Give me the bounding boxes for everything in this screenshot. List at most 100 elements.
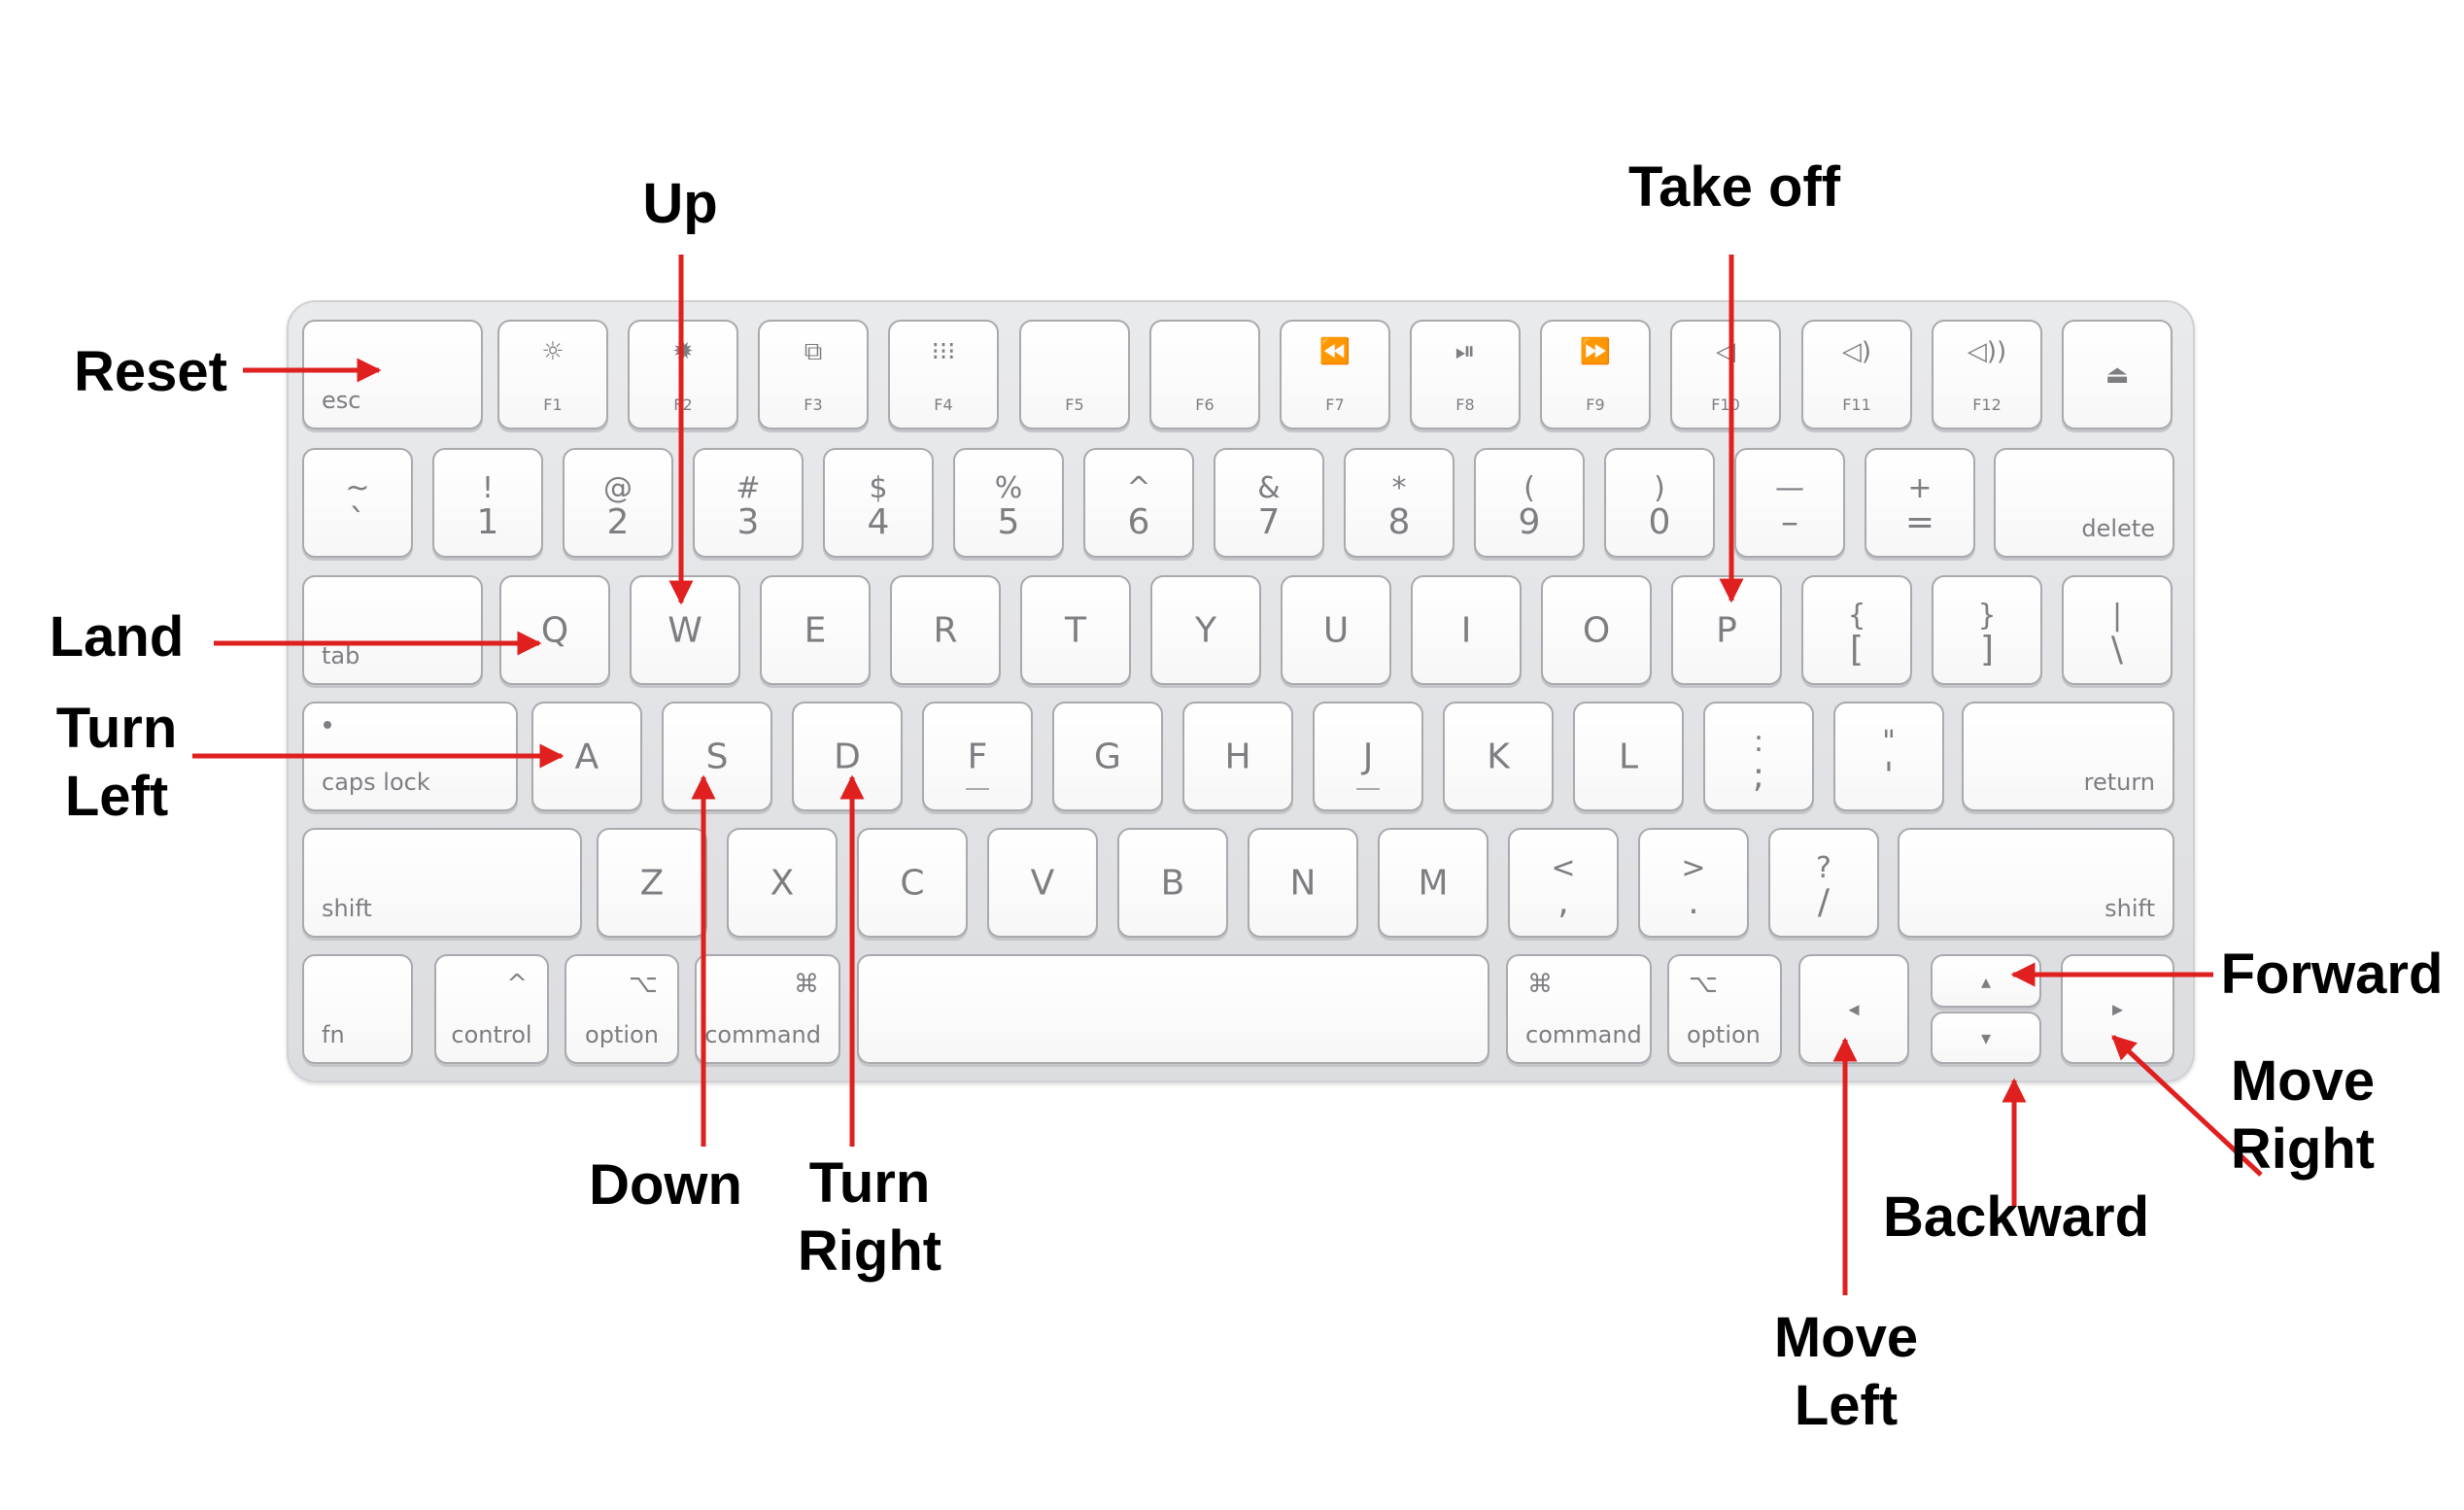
key-a-11[interactable]: " ' (1833, 702, 1944, 811)
key-j[interactable]: J (1313, 702, 1423, 811)
key-shift[interactable]: shift (1898, 828, 2174, 938)
key-q[interactable]: Q (499, 575, 610, 685)
key-q-12[interactable]: }] (1932, 575, 2042, 685)
key-y[interactable]: Y (1150, 575, 1261, 685)
key-command[interactable]: ⌘ command (695, 954, 840, 1064)
key-f12[interactable]: ◁)) F12 (1932, 320, 2042, 429)
key-h[interactable]: H (1182, 702, 1293, 811)
key-b[interactable]: B (1117, 828, 1228, 938)
key-w[interactable]: W (630, 575, 740, 685)
key-num-2[interactable]: @2 (563, 448, 673, 558)
key-option-right[interactable]: ⌥ option (1667, 954, 1782, 1064)
key-control[interactable]: ^ control (434, 954, 549, 1064)
key-z-10[interactable]: ? / (1768, 828, 1879, 938)
key-label: control (451, 1021, 532, 1048)
key-char: O (1582, 610, 1611, 650)
key-label: shift (322, 895, 372, 922)
key-a[interactable]: A (531, 702, 642, 811)
key-top-symbol: | (2111, 599, 2123, 633)
key-t[interactable]: T (1020, 575, 1131, 685)
key-shift[interactable]: shift (302, 828, 582, 938)
key-c[interactable]: C (857, 828, 968, 938)
key-num-11[interactable]: — – (1734, 448, 1845, 558)
key-option[interactable]: ⌥ option (565, 954, 679, 1064)
key-x[interactable]: X (727, 828, 838, 938)
key-o[interactable]: O (1541, 575, 1652, 685)
key-f10[interactable]: ◁ F10 (1670, 320, 1781, 429)
key-esc[interactable]: esc (302, 320, 483, 429)
key-arrow-right[interactable]: ▸ (2061, 954, 2174, 1064)
key-char: F (967, 737, 988, 776)
key-label: command (1525, 1021, 1642, 1048)
key-e[interactable]: E (760, 575, 871, 685)
key-top-symbol: ~ (345, 471, 370, 505)
key-num-6[interactable]: ^ 6 (1083, 448, 1194, 558)
key-delete[interactable]: delete (1994, 448, 2174, 558)
key-l[interactable]: L (1573, 702, 1684, 811)
command-symbol-icon: ⌘ (794, 970, 819, 999)
label-reset: Reset (74, 340, 227, 403)
key-num-7[interactable]: & 7 (1214, 448, 1324, 558)
key-space[interactable] (857, 954, 1489, 1064)
key-char: Y (1195, 610, 1216, 650)
key-return[interactable]: return (1962, 702, 2174, 811)
key-f8[interactable]: ⏯ F8 (1410, 320, 1521, 429)
rewind-icon: ⏪ (1318, 337, 1352, 366)
brightness-low-icon: ☼ (541, 337, 565, 366)
key-eject[interactable]: ⏏ (2062, 320, 2173, 429)
key-num-10[interactable]: ) 0 (1604, 448, 1715, 558)
key-char: Q (540, 610, 569, 650)
key-f7[interactable]: ⏪ F7 (1280, 320, 1390, 429)
key-num-12[interactable]: + = (1865, 448, 1975, 558)
key-fn[interactable]: fn (302, 954, 413, 1064)
key-num-3[interactable]: #3 (693, 448, 804, 558)
key-arrow-down[interactable]: ▾ (1931, 1012, 2041, 1064)
key-num-8[interactable]: * 8 (1344, 448, 1454, 558)
key-f11[interactable]: ◁) F11 (1801, 320, 1912, 429)
key-s[interactable]: S (662, 702, 772, 811)
key-q-11[interactable]: {[ (1801, 575, 1912, 685)
key-d[interactable]: D (792, 702, 903, 811)
key-g[interactable]: G (1052, 702, 1163, 811)
key-top-symbol: ? (1816, 851, 1831, 885)
key-z-9[interactable]: >. (1638, 828, 1749, 938)
key-p[interactable]: P (1671, 575, 1782, 685)
key-i[interactable]: I (1411, 575, 1522, 685)
key-f3[interactable]: ⧉ F3 (758, 320, 869, 429)
key-u[interactable]: U (1281, 575, 1391, 685)
key-char: D (834, 737, 861, 776)
key-caps-lock[interactable]: caps lock (302, 702, 518, 811)
key-num-0[interactable]: ~ ` (302, 448, 413, 558)
key-f9[interactable]: ⏩ F9 (1540, 320, 1651, 429)
key-r[interactable]: R (890, 575, 1001, 685)
key-a-10[interactable]: :; (1703, 702, 1814, 811)
key-f4[interactable]: ⁝⁝⁝ F4 (888, 320, 999, 429)
key-command-right[interactable]: ⌘ command (1506, 954, 1652, 1064)
arrow-up-icon: ▴ (1980, 969, 1992, 993)
key-num-1[interactable]: ! 1 (432, 448, 543, 558)
label-move-right-line1: Move (2230, 1049, 2376, 1113)
key-n[interactable]: N (1248, 828, 1358, 938)
key-num-5[interactable]: % 5 (953, 448, 1064, 558)
key-f2[interactable]: ✹ F2 (628, 320, 738, 429)
key-m[interactable]: M (1378, 828, 1489, 938)
key-num-9[interactable]: (9 (1474, 448, 1585, 558)
key-char: I (1460, 610, 1472, 650)
key-top-symbol: # (736, 471, 761, 505)
key-tab[interactable]: tab (302, 575, 483, 685)
key-arrow-left[interactable]: ◂ (1798, 954, 1909, 1064)
key-f[interactable]: F (922, 702, 1033, 811)
key-f1[interactable]: ☼ F1 (497, 320, 608, 429)
key-z[interactable]: Z (597, 828, 707, 938)
key-char: X (770, 863, 795, 903)
key-f5[interactable]: F5 (1019, 320, 1130, 429)
key-z-8[interactable]: <, (1508, 828, 1619, 938)
key-num-4[interactable]: $4 (823, 448, 934, 558)
key-v[interactable]: V (987, 828, 1098, 938)
key-k[interactable]: K (1443, 702, 1554, 811)
key-arrow-up[interactable]: ▴ (1931, 954, 2041, 1008)
key-bottom-symbol: 0 (1648, 502, 1671, 542)
key-label: F1 (543, 395, 563, 414)
key-f6[interactable]: F6 (1149, 320, 1260, 429)
key-q-13[interactable]: | \ (2062, 575, 2173, 685)
